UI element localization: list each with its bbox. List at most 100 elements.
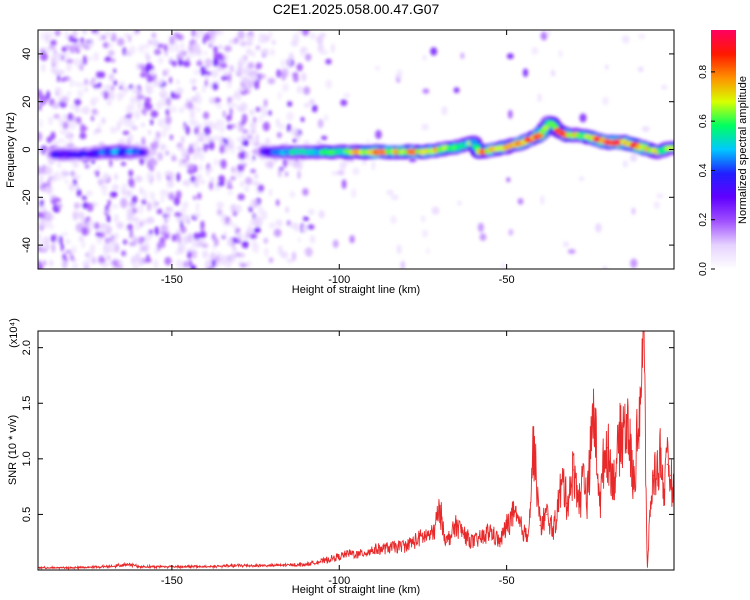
spectrogram-noise-speck: [257, 205, 264, 215]
snr-data-point: [650, 502, 652, 504]
spectrogram-noise-speck: [246, 134, 253, 140]
spectrogram-noise-speck: [244, 185, 250, 193]
spectrogram-noise-speck: [579, 113, 587, 123]
spectrogram-noise-speck: [183, 235, 189, 245]
spectrogram-noise-speck: [72, 160, 79, 169]
spectrogram-noise-speck: [244, 176, 253, 185]
spectrogram-noise-speck: [203, 111, 210, 120]
spectrogram-noise-speck: [120, 198, 128, 209]
spectrogram-noise-speck: [255, 106, 261, 112]
spectrogram-noise-speck: [57, 73, 61, 83]
spectrogram-noise-speck: [225, 260, 232, 269]
spectrogram-noise-speck: [290, 126, 299, 137]
spectrogram-noise-speck: [268, 30, 273, 39]
spectrogram-noise-speck: [87, 220, 95, 226]
spectrogram-noise-speck: [124, 117, 131, 127]
spectrogram-noise-speck: [79, 132, 87, 140]
spectrogram-noise-speck: [277, 245, 283, 256]
spectrogram-x-tick-label: -50: [499, 274, 515, 286]
spectrogram-noise-speck: [177, 58, 184, 67]
spectrogram-noise-speck: [65, 238, 71, 245]
spectrogram-noise-speck: [61, 77, 65, 82]
spectrogram-x-label: Height of straight line (km): [292, 284, 420, 296]
spectrogram-noise-speck: [101, 34, 107, 41]
spectrogram-noise-speck: [81, 226, 89, 236]
spectrogram-noise-speck: [169, 76, 173, 84]
spectrogram-noise-speck: [74, 202, 80, 210]
spectrogram-noise-speck: [219, 30, 224, 36]
spectrogram-noise-speck: [297, 236, 301, 243]
spectrogram-noise-speck: [140, 122, 146, 127]
spectrogram-noise-speck: [225, 102, 232, 107]
spectrogram-noise-speck: [151, 39, 159, 47]
spectrogram-noise-speck: [81, 240, 86, 248]
spectrogram-noise-speck: [191, 249, 198, 259]
spectrogram-noise-speck: [192, 195, 197, 200]
spectrogram-noise-speck: [39, 238, 45, 246]
spectrogram-noise-speck: [250, 138, 256, 146]
spectrogram-noise-speck: [390, 194, 399, 201]
colorbar-gradient: [711, 30, 736, 269]
spectrogram-noise-speck: [267, 110, 272, 116]
spectrogram-noise-speck: [239, 146, 244, 153]
spectrogram-noise-speck: [45, 34, 50, 44]
snr-data-point: [238, 565, 240, 567]
snr-data-point: [439, 508, 441, 510]
spectrogram-noise-speck: [230, 253, 238, 259]
spectrogram-noise-speck: [250, 199, 254, 208]
spectrogram-noise-speck: [228, 139, 235, 147]
spectrogram-noise-speck: [128, 169, 134, 177]
spectrogram-noise-speck: [453, 87, 460, 94]
spectrogram-noise-speck: [390, 215, 397, 225]
spectrogram-noise-speck: [150, 119, 154, 126]
spectrogram-noise-speck: [66, 63, 72, 72]
spectrogram-noise-speck: [239, 160, 244, 166]
spectrogram-noise-speck: [188, 260, 193, 267]
spectrogram-noise-speck: [166, 96, 171, 107]
spectrogram-noise-speck: [318, 210, 325, 219]
spectrogram-noise-speck: [567, 249, 576, 254]
spectrogram-noise-speck: [98, 255, 105, 264]
spectrogram-noise-speck: [51, 102, 60, 109]
spectrogram-noise-speck: [69, 45, 77, 54]
spectrogram-noise-speck: [259, 74, 267, 79]
spectrogram-noise-speck: [156, 208, 163, 215]
spectrogram-noise-speck: [183, 161, 190, 168]
spectrogram-noise-speck: [323, 114, 329, 122]
spectrogram-noise-speck: [247, 62, 255, 70]
spectrogram-noise-speck: [121, 93, 126, 98]
snr-data-point: [489, 530, 491, 532]
spectrogram-noise-speck: [156, 171, 161, 179]
spectrogram-noise-speck: [48, 44, 56, 50]
spectrogram-noise-speck: [193, 212, 201, 218]
spectrogram-noise-speck: [113, 214, 120, 223]
spectrogram-noise-speck: [133, 236, 137, 246]
spectrogram-noise-speck: [262, 121, 270, 132]
spectrogram-noise-speck: [270, 48, 275, 56]
snr-data-point: [606, 447, 608, 449]
spectrogram-noise-speck: [537, 93, 542, 103]
snr-data-point: [506, 524, 508, 527]
spectrogram-noise-speck: [147, 201, 152, 212]
spectrogram-noise-speck: [641, 126, 650, 132]
spectrogram-noise-speck: [249, 109, 255, 116]
spectrogram-noise-speck: [59, 69, 65, 75]
spectrogram-noise-speck: [236, 104, 241, 112]
snr-data-point: [348, 552, 350, 554]
spectrogram-noise-speck: [107, 199, 111, 207]
spectrogram-noise-speck: [39, 199, 44, 207]
spectrogram-noise-speck: [128, 177, 135, 188]
spectrogram-noise-speck: [230, 176, 237, 181]
spectrogram-noise-speck: [137, 236, 144, 245]
snr-data-point: [271, 565, 273, 567]
spectrogram-noise-speck: [227, 190, 234, 196]
spectrogram-noise-speck: [191, 238, 199, 248]
spectrogram-noise-speck: [181, 149, 187, 160]
spectrogram-noise-speck: [108, 49, 115, 57]
spectrogram-noise-speck: [72, 30, 78, 39]
spectrogram-noise-speck: [68, 136, 73, 144]
spectrogram-noise-speck: [107, 43, 114, 48]
spectrogram-x-tick-label: -100: [328, 274, 350, 286]
spectrogram-noise-speck: [208, 166, 214, 172]
spectrogram-noise-speck: [95, 222, 100, 230]
